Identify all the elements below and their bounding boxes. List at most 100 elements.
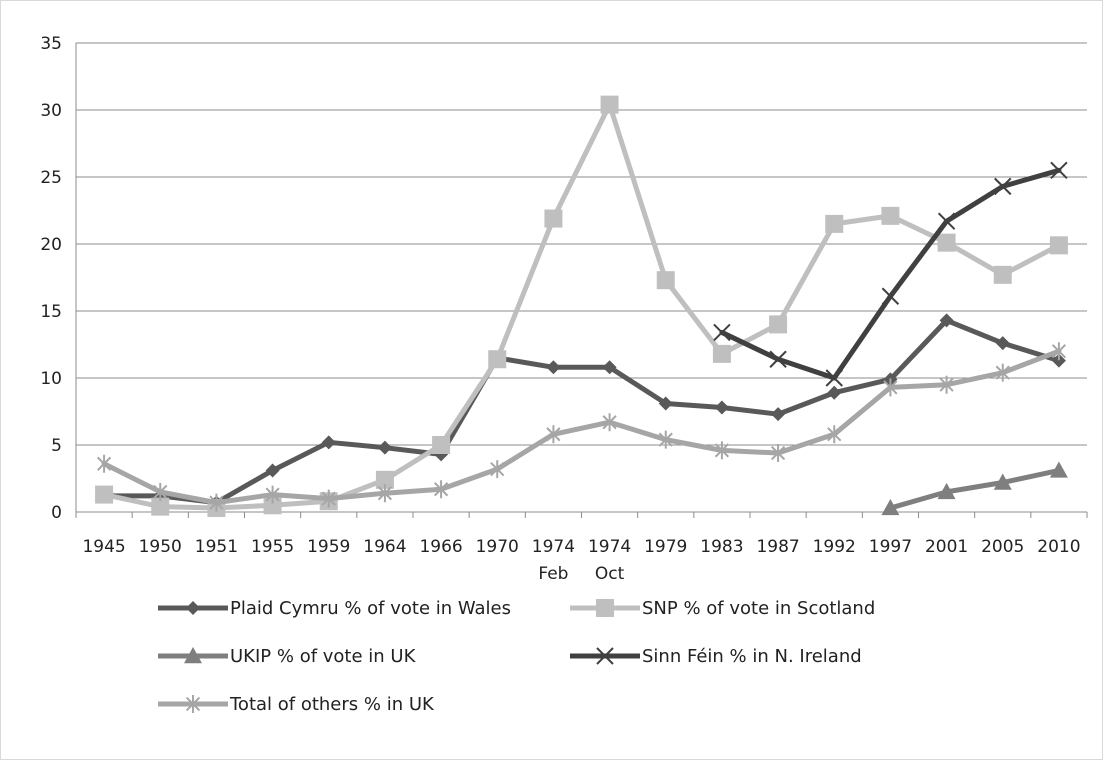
- data-point: [263, 496, 282, 515]
- x-tick-label: 1983: [700, 537, 743, 557]
- data-point: [825, 214, 844, 233]
- x-tick-label: 1992: [813, 537, 856, 557]
- y-tick-label: 15: [40, 302, 62, 322]
- data-point: [770, 444, 786, 463]
- series-square: [95, 95, 1068, 517]
- legend-label: Plaid Cymru % of vote in Wales: [230, 598, 511, 619]
- y-tick-label: 25: [40, 168, 62, 188]
- data-point: [771, 407, 786, 422]
- data-point: [185, 695, 201, 713]
- data-point: [1051, 353, 1066, 368]
- data-point: [602, 413, 617, 432]
- x-tick-label: 1959: [307, 537, 350, 557]
- data-point: [658, 430, 673, 449]
- data-point: [596, 599, 614, 617]
- data-point: [209, 493, 224, 512]
- data-point: [825, 369, 843, 387]
- data-point: [714, 400, 729, 415]
- data-point: [656, 271, 675, 290]
- data-point: [546, 360, 561, 375]
- data-point: [433, 480, 449, 499]
- data-point: [153, 482, 168, 501]
- legend-label: Total of others % in UK: [229, 694, 435, 715]
- x-tick-label: Oct: [595, 564, 625, 584]
- x-axis-ticks: 1945 1950 1951 1955 1959 1964 1966 1970 1974 Feb 1…: [82, 537, 1080, 584]
- data-point: [544, 209, 563, 228]
- legend-item: Total of others % in UK: [158, 694, 435, 715]
- data-point: [602, 360, 617, 375]
- data-point: [596, 647, 614, 665]
- x-tick-label: Feb: [538, 564, 568, 584]
- data-point: [883, 378, 898, 397]
- legend-item: UKIP % of vote in UK: [158, 646, 417, 667]
- data-point: [95, 485, 114, 504]
- data-point: [937, 482, 956, 500]
- data-point: [488, 350, 507, 369]
- data-point: [186, 601, 200, 615]
- data-point: [151, 497, 170, 516]
- legend-item: SNP % of vote in Scotland: [570, 598, 875, 619]
- series-x: [713, 161, 1068, 387]
- series-line: [101, 348, 1062, 506]
- x-tick-label: 1997: [869, 537, 912, 557]
- legend-item: Sinn Féin % in N. Ireland: [570, 646, 862, 667]
- data-point: [994, 177, 1012, 196]
- data-point: [827, 385, 842, 400]
- x-tick-label: 1966: [419, 537, 462, 557]
- y-tick-label: 35: [40, 34, 62, 54]
- data-point: [375, 470, 394, 489]
- axes: [75, 43, 1088, 518]
- data-point: [939, 375, 954, 394]
- data-point: [321, 489, 336, 508]
- y-tick-label: 20: [40, 235, 62, 255]
- data-point: [1050, 161, 1068, 180]
- data-point: [1049, 461, 1068, 478]
- legend-label: SNP % of vote in Scotland: [642, 598, 875, 619]
- y-tick-label: 30: [40, 101, 62, 121]
- data-point: [712, 344, 731, 363]
- data-point: [546, 425, 561, 444]
- data-point: [377, 440, 392, 455]
- x-tick-label: 2010: [1037, 537, 1080, 557]
- legend-item: Plaid Cymru % of vote in Wales: [158, 598, 511, 619]
- x-tick-label: 1974: [588, 537, 631, 557]
- data-point: [939, 313, 954, 328]
- data-point: [600, 95, 619, 114]
- data-point: [881, 287, 900, 305]
- data-point: [995, 363, 1010, 382]
- data-point: [881, 206, 900, 225]
- x-tick-label: 1951: [195, 537, 238, 557]
- data-point: [827, 425, 842, 444]
- series-line: [887, 467, 1062, 511]
- data-point: [377, 484, 393, 503]
- series-line: [101, 317, 1062, 506]
- x-tick-label: 1950: [139, 537, 182, 557]
- data-point: [184, 647, 202, 664]
- data-point: [993, 265, 1012, 284]
- data-point: [96, 454, 112, 473]
- y-tick-label: 10: [40, 369, 62, 389]
- data-point: [769, 315, 788, 334]
- x-tick-label: 1979: [644, 537, 687, 557]
- x-tick-label: 1964: [363, 537, 406, 557]
- series-triangle: [881, 461, 1068, 516]
- data-point: [714, 441, 730, 460]
- data-point: [993, 473, 1012, 490]
- data-point: [769, 350, 787, 368]
- data-point: [265, 485, 280, 504]
- y-tick-label: 5: [51, 436, 62, 456]
- x-tick-label: 1945: [82, 537, 125, 557]
- legend-label: UKIP % of vote in UK: [230, 646, 417, 667]
- legend: Plaid Cymru % of vote in Wales SNP % of v…: [158, 598, 875, 715]
- y-tick-label: 0: [51, 503, 62, 523]
- y-axis-ticks: 0 5 10 15 20 25 30 35: [40, 34, 62, 523]
- x-tick-label: 1970: [476, 537, 519, 557]
- x-tick-label: 1974: [532, 537, 575, 557]
- data-point: [658, 396, 673, 411]
- data-point: [265, 463, 280, 478]
- data-point: [937, 212, 956, 230]
- data-point: [432, 436, 451, 454]
- data-point: [1051, 342, 1067, 361]
